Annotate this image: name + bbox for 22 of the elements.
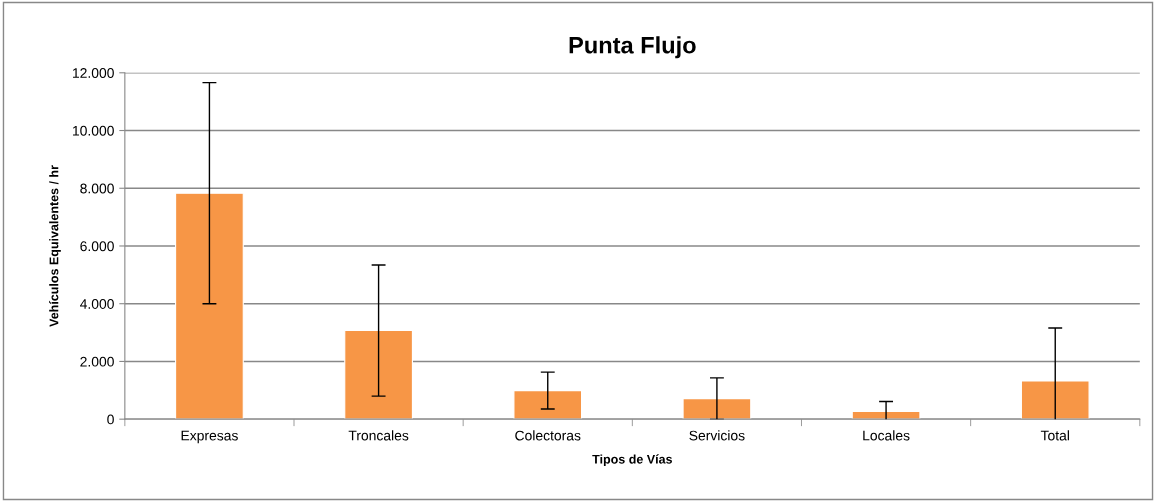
y-tick-label: 4.000 <box>80 299 114 309</box>
bar <box>1020 380 1090 420</box>
y-tick-label: 6.000 <box>80 241 114 252</box>
x-tick-label: Colectoras <box>515 430 581 441</box>
bar <box>851 410 921 420</box>
y-tick-label: 12.000 <box>73 68 114 78</box>
y-tick-label: 0 <box>107 414 114 425</box>
y-tick-label: 2.000 <box>80 356 114 367</box>
x-tick-label: Locales <box>863 430 910 441</box>
x-tick-label: Troncales <box>348 430 409 441</box>
x-tick-label: Servicios <box>689 430 745 441</box>
x-tick-label: Expresas <box>181 430 238 444</box>
y-tick-label: 10.000 <box>73 125 114 136</box>
chart-title: Punta Flujo <box>569 36 696 59</box>
bar <box>175 192 244 420</box>
bar <box>682 398 752 420</box>
y-tick-label: 8.000 <box>80 183 114 194</box>
bar <box>513 390 583 420</box>
x-tick-label: Total <box>1040 430 1069 441</box>
bar <box>344 329 413 420</box>
x-axis-title: Tipos de Vías <box>592 454 672 467</box>
y-axis-title: Vehículos Equivalentes / hr <box>49 165 61 327</box>
